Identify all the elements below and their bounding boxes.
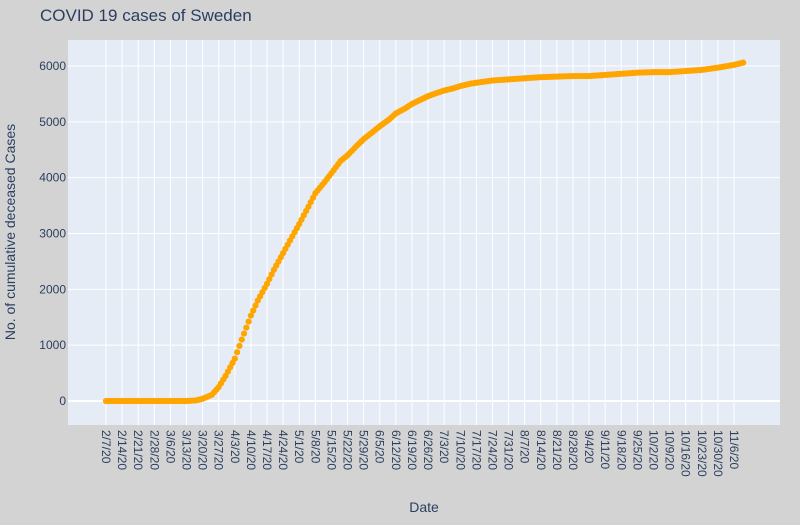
x-tick-label: 9/25/20 xyxy=(630,430,644,470)
data-point xyxy=(266,275,273,283)
x-tick-label: 2/14/20 xyxy=(115,430,129,470)
x-tick-label: 3/20/20 xyxy=(196,430,210,470)
x-tick-label: 2/28/20 xyxy=(147,430,161,470)
x-tick-label: 6/5/20 xyxy=(373,430,387,464)
data-point xyxy=(240,330,248,337)
x-tick-label: 7/31/20 xyxy=(502,430,516,470)
x-axis-ticks: 2/7/20 2/14/20 2/21/20 2/28/20 3/6/20 3/13/20… xyxy=(99,430,741,477)
gridlines xyxy=(68,40,780,425)
x-tick-label: 8/7/20 xyxy=(518,430,532,464)
x-tick-label: 7/10/20 xyxy=(453,430,467,470)
data-point xyxy=(234,349,241,356)
data-point xyxy=(245,318,252,325)
x-tick-label: 9/4/20 xyxy=(582,430,596,464)
y-tick-label: 6000 xyxy=(39,59,66,73)
x-tick-label: 5/1/20 xyxy=(292,430,306,464)
x-tick-label: 10/9/20 xyxy=(663,430,677,470)
x-tick-label: 7/24/20 xyxy=(485,430,499,470)
data-point xyxy=(263,280,271,287)
data-point xyxy=(238,336,245,343)
data-series xyxy=(102,59,747,405)
data-point xyxy=(231,355,238,362)
data-point xyxy=(250,307,257,314)
x-tick-label: 4/3/20 xyxy=(228,430,242,464)
x-tick-label: 5/29/20 xyxy=(357,430,371,470)
x-tick-label: 4/17/20 xyxy=(260,430,274,470)
x-tick-label: 4/10/20 xyxy=(244,430,258,470)
x-tick-label: 7/3/20 xyxy=(437,430,451,464)
x-tick-label: 8/14/20 xyxy=(534,430,548,470)
y-tick-label: 4000 xyxy=(39,171,66,185)
y-axis-label: No. of cumulative deceased Cases xyxy=(2,124,18,340)
data-point xyxy=(268,271,275,278)
x-tick-label: 3/27/20 xyxy=(212,430,226,470)
y-tick-label: 5000 xyxy=(39,115,66,129)
x-tick-label: 7/17/20 xyxy=(469,430,483,470)
x-tick-label: 10/30/20 xyxy=(711,430,725,477)
x-tick-label: 6/12/20 xyxy=(389,430,403,470)
x-tick-label: 11/6/20 xyxy=(727,430,741,469)
chart-title: COVID 19 cases of Sweden xyxy=(40,6,252,25)
x-axis-label: Date xyxy=(409,499,439,515)
data-point xyxy=(243,324,250,331)
y-tick-label: 0 xyxy=(59,394,66,408)
x-tick-label: 4/24/20 xyxy=(276,430,290,470)
x-tick-label: 6/19/20 xyxy=(405,430,419,470)
y-axis-ticks: 0 1000 2000 3000 4000 5000 6000 xyxy=(39,59,66,408)
x-tick-label: 9/18/20 xyxy=(614,430,628,470)
data-point xyxy=(252,302,259,309)
x-tick-label: 2/7/20 xyxy=(99,430,113,464)
data-point xyxy=(740,59,747,66)
y-tick-label: 1000 xyxy=(39,338,66,352)
x-tick-label: 10/23/20 xyxy=(695,430,709,477)
x-tick-label: 3/6/20 xyxy=(163,430,177,464)
x-tick-label: 8/28/20 xyxy=(566,430,580,470)
data-point xyxy=(236,342,243,350)
x-tick-label: 6/26/20 xyxy=(421,430,435,470)
x-tick-label: 10/2/20 xyxy=(646,430,660,470)
x-tick-label: 10/16/20 xyxy=(679,430,693,477)
y-tick-label: 2000 xyxy=(39,282,66,296)
data-point xyxy=(247,312,255,319)
y-tick-label: 3000 xyxy=(39,227,66,241)
x-tick-label: 5/15/20 xyxy=(324,430,338,470)
x-tick-label: 2/21/20 xyxy=(131,430,145,470)
x-tick-label: 5/8/20 xyxy=(308,430,322,464)
x-tick-label: 9/11/20 xyxy=(598,430,612,469)
x-tick-label: 8/21/20 xyxy=(550,430,564,470)
x-tick-label: 3/13/20 xyxy=(180,430,194,470)
x-tick-label: 5/22/20 xyxy=(341,430,355,470)
